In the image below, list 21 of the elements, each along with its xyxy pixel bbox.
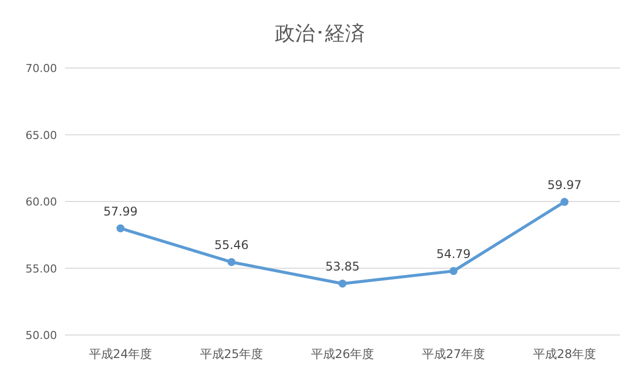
x-tick-label: 平成25年度 (200, 347, 264, 361)
y-tick-label: 65.00 (26, 128, 57, 142)
data-label: 53.85 (325, 260, 360, 274)
data-label: 57.99 (103, 204, 138, 218)
point (116, 224, 124, 232)
y-tick-label: 70.00 (26, 62, 57, 75)
y-tick-label: 50.00 (26, 329, 57, 342)
chart-title: 政治･経済 (275, 21, 365, 45)
point (450, 267, 458, 276)
point (560, 198, 568, 206)
y-tick-label: 55.00 (26, 262, 57, 276)
data-label: 59.97 (547, 178, 582, 192)
data-label: 54.79 (436, 247, 471, 262)
point (338, 280, 346, 288)
point (228, 258, 236, 266)
y-tick-label: 60.00 (26, 196, 57, 208)
x-tick-label: 平成28年度 (532, 347, 596, 361)
x-tick-label: 平成27年度 (422, 347, 486, 361)
data-label: 55.46 (214, 238, 249, 252)
x-tick-label: 平成24年度 (88, 347, 152, 361)
x-tick-label: 平成26年度 (310, 347, 374, 361)
